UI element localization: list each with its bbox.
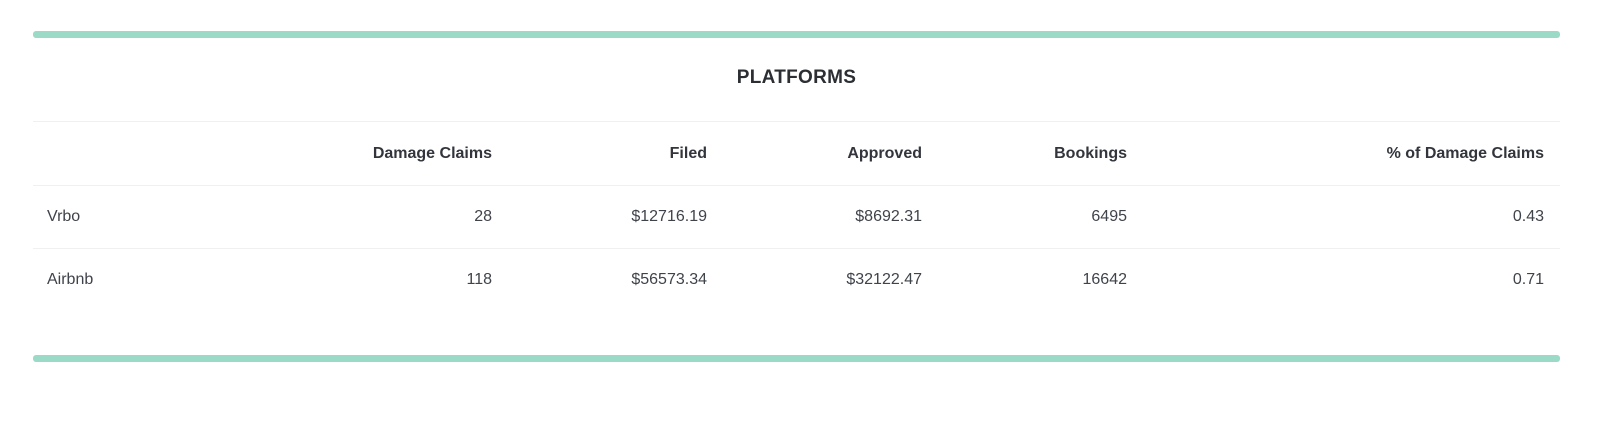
cell-damage-claims: 28 xyxy=(474,208,492,225)
top-accent-rule xyxy=(33,31,1560,38)
col-header-damage-claims: Damage Claims xyxy=(372,144,492,162)
cell-filed: $12716.19 xyxy=(631,208,707,225)
cell-pct-damage-claims: 0.43 xyxy=(1512,208,1544,225)
table-row-vrbo: Vrbo 28 $12716.19 $8692.31 6495 0.43 xyxy=(33,186,1560,249)
cell-damage-claims: 118 xyxy=(466,271,492,289)
cell-filed: $56573.34 xyxy=(631,271,707,289)
col-header-platform xyxy=(33,122,343,186)
bottom-accent-rule xyxy=(33,354,1560,362)
col-header-filed: Filed xyxy=(669,144,707,162)
header-row: Damage Claims Filed Approved Bookings % … xyxy=(33,121,1560,186)
col-header-approved: Approved xyxy=(847,144,922,162)
cell-bookings: 6495 xyxy=(1091,208,1127,225)
platforms-table: Damage Claims Filed Approved Bookings % … xyxy=(33,121,1560,312)
cell-pct-damage-claims: 0.71 xyxy=(1512,271,1544,289)
col-header-pct-damage-claims: % of Damage Claims xyxy=(1386,144,1544,162)
cell-bookings: 16642 xyxy=(1082,271,1128,289)
cell-approved: $32122.47 xyxy=(846,271,922,289)
cell-platform-name: Airbnb xyxy=(47,271,94,289)
col-header-bookings: Bookings xyxy=(1054,144,1127,162)
card-title: PLATFORMS xyxy=(736,67,857,88)
cell-platform-name: Vrbo xyxy=(47,208,81,225)
table-row-airbnb: Airbnb 118 $56573.34 $32122.47 16642 0.7… xyxy=(33,249,1560,312)
platforms-card: PLATFORMS Damage Claims Filed Approved B… xyxy=(33,0,1560,362)
cell-approved: $8692.31 xyxy=(855,208,922,225)
